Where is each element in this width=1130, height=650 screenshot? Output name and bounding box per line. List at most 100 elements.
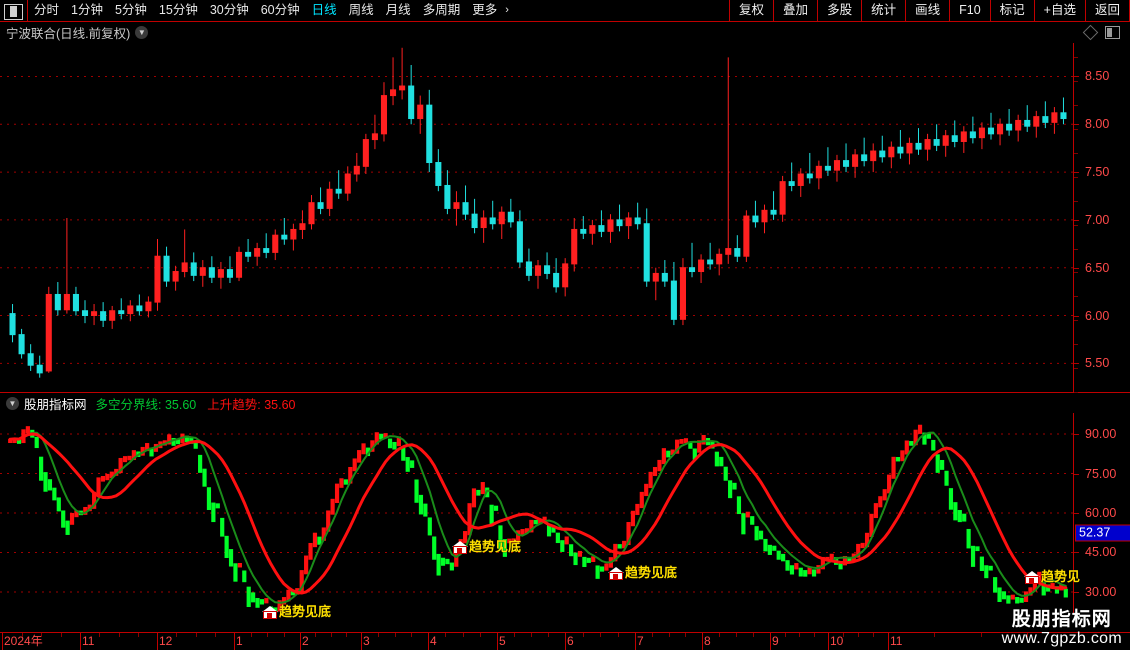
candle-body bbox=[190, 262, 197, 276]
period-tab-4[interactable]: 30分钟 bbox=[209, 3, 249, 17]
indicator-bar-up bbox=[25, 426, 30, 434]
toolbar-button-2[interactable]: 多股 bbox=[827, 3, 853, 17]
candle-body bbox=[1024, 119, 1031, 127]
period-tab-8[interactable]: 月线 bbox=[385, 3, 411, 17]
candle-body bbox=[199, 267, 206, 276]
indicator-bar-down bbox=[719, 456, 724, 467]
candle-body bbox=[915, 142, 922, 150]
candle-body bbox=[100, 311, 107, 321]
indicator-bar-down bbox=[52, 487, 57, 501]
candle-body bbox=[444, 184, 451, 209]
toolbar-divider bbox=[989, 0, 991, 21]
candle-body bbox=[725, 248, 732, 255]
date-axis-tick bbox=[428, 633, 429, 650]
toolbar-button-5[interactable]: F10 bbox=[959, 3, 981, 17]
toolbar-button-4[interactable]: 画线 bbox=[915, 3, 941, 17]
candle-body bbox=[797, 173, 804, 186]
indicator-bar-down bbox=[935, 454, 940, 473]
candle-body bbox=[45, 293, 52, 372]
candle-body bbox=[870, 150, 877, 162]
date-axis-label: 2024年 bbox=[4, 634, 43, 648]
candle-body bbox=[824, 165, 831, 171]
price-axis-minor-tick bbox=[1074, 344, 1078, 346]
indicator-bar-down bbox=[728, 480, 733, 499]
date-axis-minor-tick bbox=[582, 633, 584, 637]
candle-body bbox=[317, 202, 324, 209]
toolbar-right-group: 复权 叠加 多股 统计 画线 F10 标记 +自选 返回 bbox=[729, 0, 1130, 21]
indicator-bar-up bbox=[357, 450, 362, 463]
candle-body bbox=[516, 221, 523, 263]
indicator-bar-down bbox=[931, 439, 936, 451]
price-axis-label: 8.00 bbox=[1085, 117, 1110, 132]
indicator-bar-down bbox=[754, 526, 759, 541]
toolbar-button-7[interactable]: +自选 bbox=[1043, 3, 1076, 17]
period-tab-10[interactable]: 更多 bbox=[472, 3, 498, 17]
indicator-bar-up bbox=[657, 459, 662, 472]
toolbar-button-1[interactable]: 叠加 bbox=[783, 3, 809, 17]
diamond-icon[interactable] bbox=[1082, 24, 1099, 41]
indicator-bar-up bbox=[697, 440, 702, 453]
indicator-bar-down bbox=[767, 544, 772, 555]
date-axis-tick bbox=[157, 633, 158, 650]
candle-body bbox=[36, 364, 43, 374]
indicator-bar-down bbox=[436, 553, 441, 576]
candle-body bbox=[815, 165, 822, 179]
candle-body bbox=[226, 269, 234, 278]
price-axis-minor-tick bbox=[1074, 368, 1078, 370]
period-tab-7[interactable]: 周线 bbox=[348, 3, 374, 17]
candlestick-plot-area[interactable] bbox=[0, 43, 1073, 392]
indicator-current-value-badge: 52.37 bbox=[1075, 524, 1130, 542]
price-axis-label: 7.00 bbox=[1085, 212, 1110, 227]
indicator-line-boundary bbox=[9, 431, 1067, 604]
indicator-bar-down bbox=[940, 459, 945, 470]
date-axis-label: 9 bbox=[772, 634, 779, 648]
indicator-bar-down bbox=[34, 436, 39, 449]
panel-toggle-icon[interactable] bbox=[4, 3, 23, 20]
candle-body bbox=[172, 271, 179, 282]
period-tab-2[interactable]: 5分钟 bbox=[114, 3, 147, 17]
price-chart-header: 宁波联合(日线.前复权) ▼ bbox=[0, 22, 1130, 43]
indicator-bar-down bbox=[595, 565, 600, 579]
period-tab-6[interactable]: 日线 bbox=[311, 3, 337, 17]
indicator-bar-down bbox=[1063, 588, 1068, 598]
chevron-down-icon[interactable]: ▼ bbox=[6, 396, 19, 410]
candle-body bbox=[879, 150, 886, 158]
period-tab-0[interactable]: 分时 bbox=[34, 3, 60, 17]
indicator-bar-down bbox=[246, 586, 251, 608]
candle-body bbox=[842, 160, 850, 167]
indicator-bar-down bbox=[255, 597, 260, 608]
indicator-bar-down bbox=[259, 599, 265, 605]
period-tab-9[interactable]: 多周期 bbox=[422, 3, 461, 17]
split-panel-icon[interactable] bbox=[1105, 26, 1120, 39]
date-axis-tick bbox=[565, 633, 566, 650]
toolbar-divider bbox=[773, 0, 775, 21]
date-axis-minor-tick bbox=[267, 633, 268, 637]
indicator-brand-label: 股朋指标网 bbox=[24, 397, 87, 412]
indicator-plot-area[interactable] bbox=[0, 413, 1073, 613]
date-axis-label: 1 bbox=[236, 634, 243, 648]
candle-body bbox=[924, 139, 931, 150]
date-axis-tick bbox=[828, 633, 829, 650]
indicator-axis-tick bbox=[1074, 552, 1079, 554]
date-axis-tick bbox=[2, 633, 3, 650]
price-axis-minor-tick bbox=[1074, 176, 1078, 178]
candle-body bbox=[607, 219, 614, 232]
indicator-bar-up bbox=[361, 443, 366, 455]
toolbar-button-0[interactable]: 复权 bbox=[739, 3, 765, 17]
period-tab-5[interactable]: 60分钟 bbox=[260, 3, 300, 17]
period-tab-1[interactable]: 1分钟 bbox=[71, 3, 103, 17]
chevron-down-icon[interactable]: ▼ bbox=[135, 26, 149, 39]
toolbar-button-6[interactable]: 标记 bbox=[999, 3, 1025, 17]
toolbar-button-8[interactable]: 返回 bbox=[1094, 3, 1120, 17]
indicator-bar-up bbox=[794, 563, 799, 570]
indicator-bar-up bbox=[520, 529, 525, 535]
indicator-bar-down bbox=[555, 532, 560, 544]
toolbar-button-3[interactable]: 统计 bbox=[871, 3, 897, 17]
indicator-bar-up bbox=[330, 498, 335, 515]
stock-title: 宁波联合(日线.前复权) bbox=[6, 27, 131, 41]
indicator-bar-up bbox=[745, 511, 750, 518]
chevron-right-icon[interactable]: › bbox=[505, 4, 509, 16]
period-tab-3[interactable]: 15分钟 bbox=[158, 3, 198, 17]
indicator-bar-down bbox=[206, 487, 212, 510]
indicator-bar-down bbox=[988, 565, 993, 571]
